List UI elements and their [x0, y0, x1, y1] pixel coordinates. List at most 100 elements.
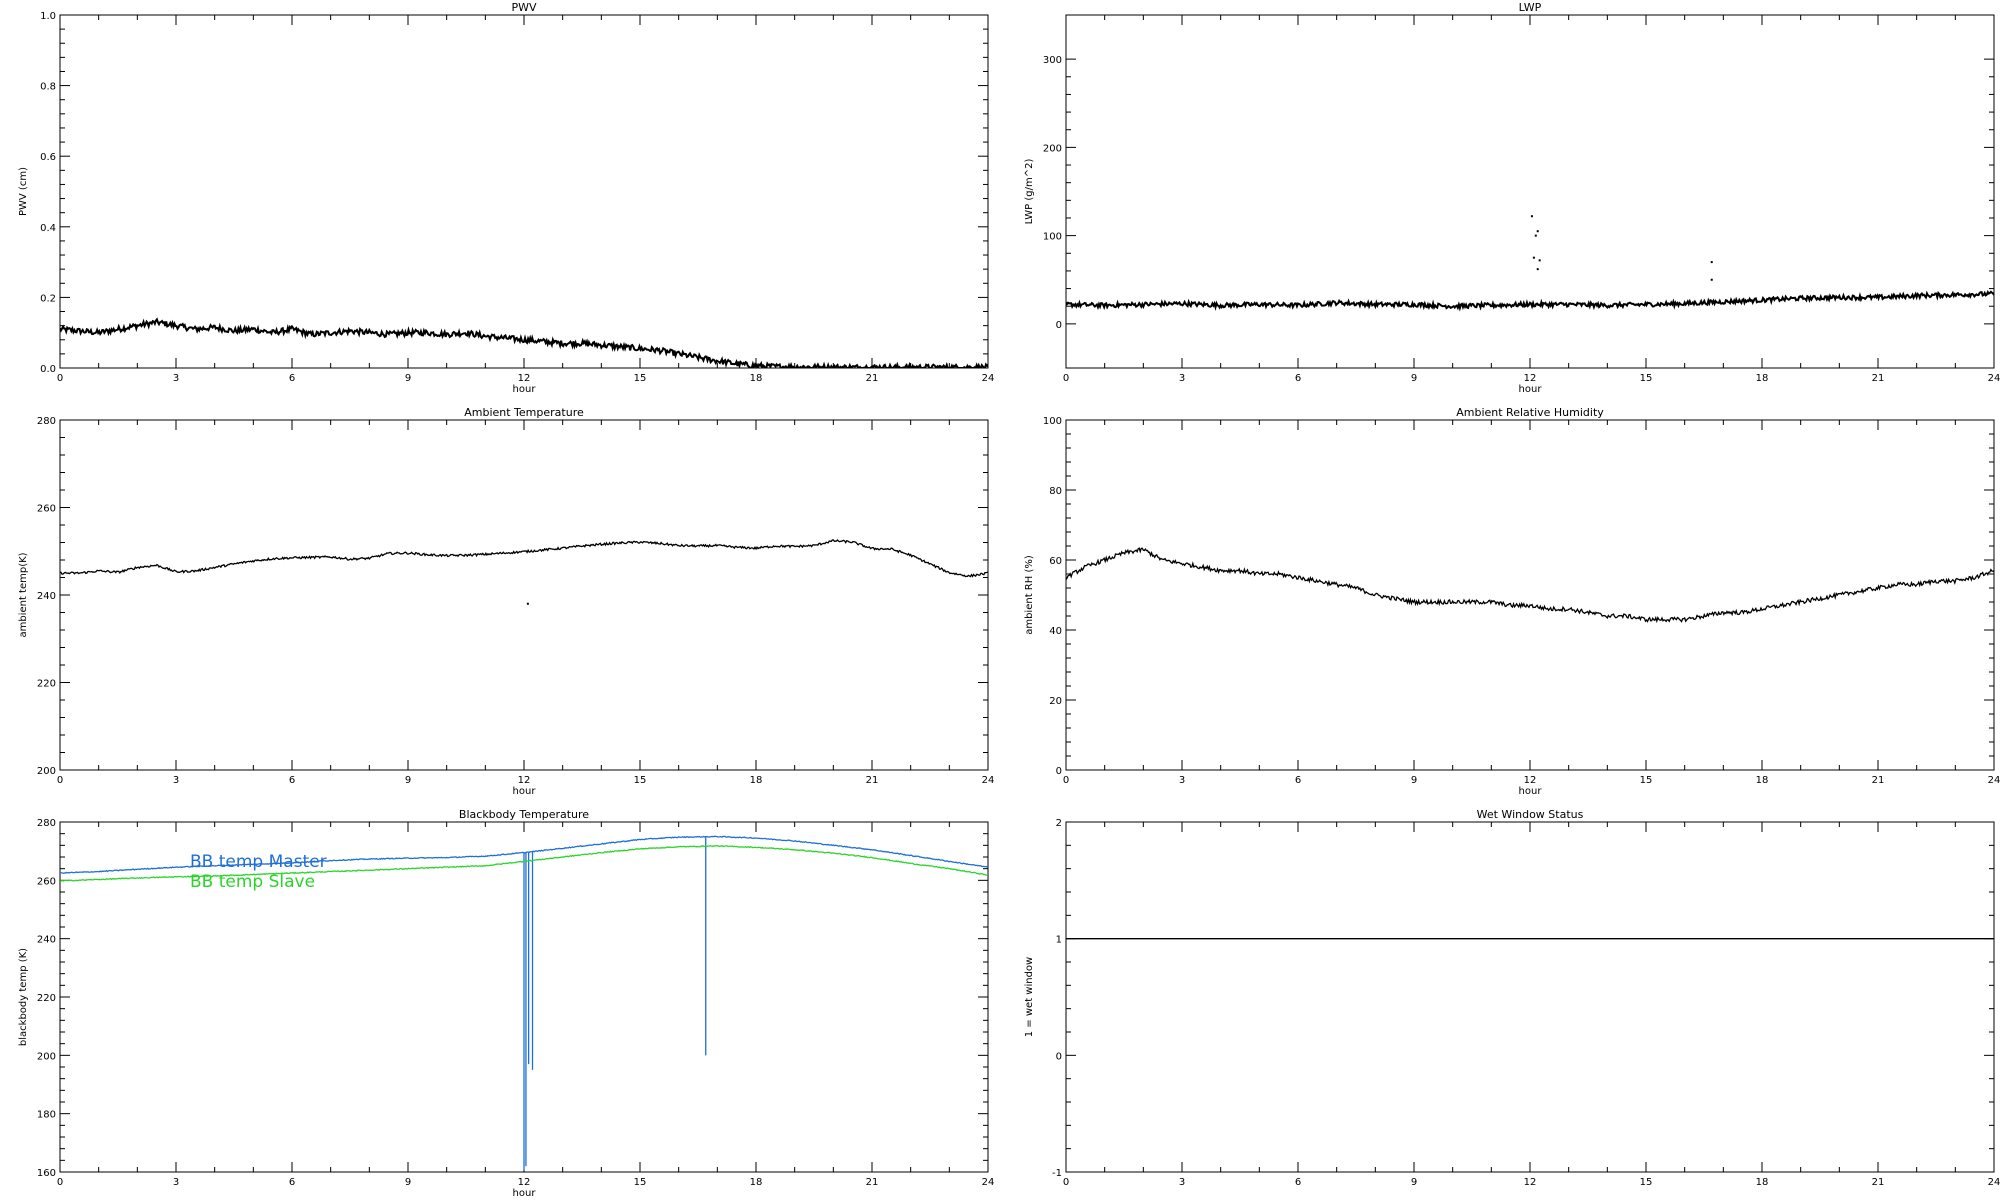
chart-title: Blackbody Temperature — [459, 808, 589, 821]
y-tick-label: 20 — [1049, 696, 1062, 707]
chart-title: Ambient Relative Humidity — [1456, 406, 1604, 419]
x-tick-label: 24 — [982, 373, 995, 384]
y-tick-label: 300 — [1043, 55, 1062, 66]
y-tick-label: 0 — [1056, 320, 1062, 331]
chart-title: PWV — [511, 1, 537, 14]
x-tick-label: 3 — [1179, 373, 1185, 384]
series-line-0 — [1066, 289, 1994, 312]
y-tick-label: 100 — [1043, 232, 1062, 243]
data-area — [1066, 215, 1994, 312]
outlier-point — [1534, 234, 1537, 237]
x-axis-label: hour — [513, 1188, 537, 1199]
x-tick-label: 21 — [866, 775, 879, 786]
x-tick-label: 3 — [1179, 1177, 1185, 1188]
y-tick-label: 200 — [1043, 143, 1062, 154]
x-tick-label: 9 — [1411, 1177, 1417, 1188]
x-tick-label: 15 — [634, 775, 647, 786]
chart-panel-0: PWV 0 3 6 9 12 15 18 21 24 hour 0.0 0.2 0.4 0.6 0.8 1.0 P… — [18, 1, 994, 395]
x-tick-label: 6 — [289, 1177, 295, 1188]
y-tick-label: 160 — [37, 1168, 56, 1179]
y-tick-label: 0 — [1056, 1051, 1062, 1062]
y-tick-label: 240 — [37, 591, 56, 602]
y-tick-label: 0 — [1056, 766, 1062, 777]
outlier-point — [1710, 278, 1713, 281]
y-tick-label: -1 — [1052, 1168, 1062, 1179]
y-tick-label: 200 — [37, 766, 56, 777]
y-axis-label: 1 = wet window — [1024, 957, 1035, 1037]
x-tick-label: 15 — [634, 373, 647, 384]
y-tick-label: 240 — [37, 935, 56, 946]
x-tick-label: 9 — [405, 373, 411, 384]
x-tick-label: 3 — [173, 775, 179, 786]
y-axis-label: ambient RH (%) — [1024, 555, 1035, 635]
x-tick-label: 12 — [518, 775, 531, 786]
x-tick-label: 12 — [518, 373, 531, 384]
x-tick-label: 12 — [1524, 373, 1537, 384]
y-axis-label: ambient temp(K) — [18, 552, 29, 637]
plot-frame — [1065, 14, 1995, 369]
x-tick-label: 12 — [1524, 775, 1537, 786]
y-axis-label: PWV (cm) — [18, 167, 29, 216]
chart-title: Wet Window Status — [1477, 808, 1584, 821]
x-tick-label: 9 — [405, 1177, 411, 1188]
y-tick-label: 260 — [37, 504, 56, 515]
x-axis-label: hour — [1519, 384, 1543, 395]
data-area — [60, 317, 988, 368]
x-tick-label: 9 — [1411, 373, 1417, 384]
legend-entry: BB temp Slave — [190, 872, 315, 892]
legend-entry: BB temp Master — [190, 852, 327, 872]
y-tick-label: 220 — [37, 993, 56, 1004]
y-tick-label: 0.8 — [40, 82, 56, 93]
y-tick-label: 180 — [37, 1110, 56, 1121]
x-tick-label: 21 — [1872, 775, 1885, 786]
x-tick-label: 12 — [518, 1177, 531, 1188]
series-line-1 — [60, 844, 988, 882]
x-tick-label: 6 — [1295, 1177, 1301, 1188]
y-tick-label: 60 — [1049, 556, 1062, 567]
y-tick-label: 220 — [37, 679, 56, 690]
y-tick-label: 200 — [37, 1051, 56, 1062]
x-tick-label: 24 — [1988, 373, 2000, 384]
x-tick-label: 24 — [1988, 1177, 2000, 1188]
x-tick-label: 6 — [289, 373, 295, 384]
chart-panel-1: LWP 0 3 6 9 12 15 18 21 24 hour 0 100 200 300 LWP (g/m^… — [1024, 1, 2000, 395]
x-tick-label: 9 — [1411, 775, 1417, 786]
x-tick-label: 15 — [1640, 1177, 1653, 1188]
y-tick-label: 2 — [1056, 818, 1062, 829]
x-axis-label: hour — [513, 384, 537, 395]
y-tick-label: 1.0 — [40, 11, 56, 22]
x-tick-label: 21 — [1872, 373, 1885, 384]
chart-title: LWP — [1519, 1, 1542, 14]
x-tick-label: 0 — [57, 1177, 63, 1188]
x-tick-label: 18 — [750, 1177, 763, 1188]
outlier-point — [1538, 259, 1541, 262]
chart-panel-4: Blackbody Temperature 0 3 6 9 12 15 18 21 24 hour 1… — [18, 808, 994, 1199]
y-tick-label: 100 — [1043, 416, 1062, 427]
x-tick-label: 0 — [1063, 1177, 1069, 1188]
y-axis-label: blackbody temp (K) — [18, 948, 29, 1046]
x-tick-label: 21 — [866, 373, 879, 384]
outlier-point — [1710, 261, 1713, 264]
x-tick-label: 18 — [750, 775, 763, 786]
x-tick-label: 18 — [1756, 775, 1769, 786]
plot-frame — [59, 14, 989, 369]
y-tick-label: 0.0 — [40, 364, 56, 375]
x-tick-label: 18 — [1756, 373, 1769, 384]
x-tick-label: 3 — [1179, 775, 1185, 786]
data-area — [60, 835, 988, 1171]
x-tick-label: 6 — [289, 775, 295, 786]
data-area — [1066, 547, 1994, 624]
y-tick-label: 1 — [1056, 935, 1062, 946]
outlier-point — [1532, 256, 1535, 259]
x-tick-label: 15 — [1640, 775, 1653, 786]
x-tick-label: 18 — [1756, 1177, 1769, 1188]
x-tick-label: 0 — [1063, 775, 1069, 786]
x-tick-label: 0 — [57, 373, 63, 384]
x-tick-label: 0 — [1063, 373, 1069, 384]
plot-frame — [1065, 821, 1995, 1173]
x-tick-label: 0 — [57, 775, 63, 786]
x-tick-label: 24 — [982, 775, 995, 786]
x-tick-label: 6 — [1295, 775, 1301, 786]
y-tick-label: 0.2 — [40, 293, 56, 304]
